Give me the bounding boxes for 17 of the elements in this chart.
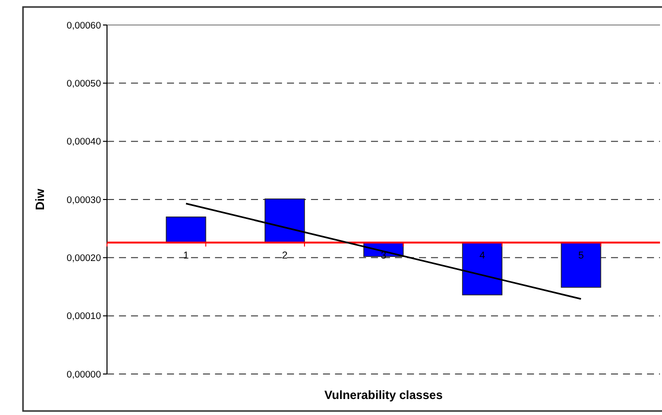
y-tick-label: 0,00040 [66, 136, 101, 148]
bar [560, 242, 602, 288]
bar [166, 216, 206, 243]
y-tick-label: 0,00010 [66, 311, 101, 322]
x-tick-label: 5 [578, 250, 584, 262]
y-tick-label: 0,00050 [66, 78, 101, 90]
x-tick-label: 1 [183, 250, 190, 262]
y-axis-title: Diw [33, 188, 47, 210]
x-axis-title: Vulnerability classes [324, 388, 443, 402]
bar [264, 198, 305, 243]
y-tick-label: 0,00020 [66, 252, 101, 264]
y-tick-label: 0,00030 [66, 194, 101, 206]
y-tick-label: 0,00000 [66, 369, 101, 380]
x-tick-label: 2 [282, 250, 288, 262]
bar [462, 242, 502, 296]
x-tick-label: 4 [479, 250, 486, 262]
y-tick-label: 0,00060 [66, 20, 101, 32]
